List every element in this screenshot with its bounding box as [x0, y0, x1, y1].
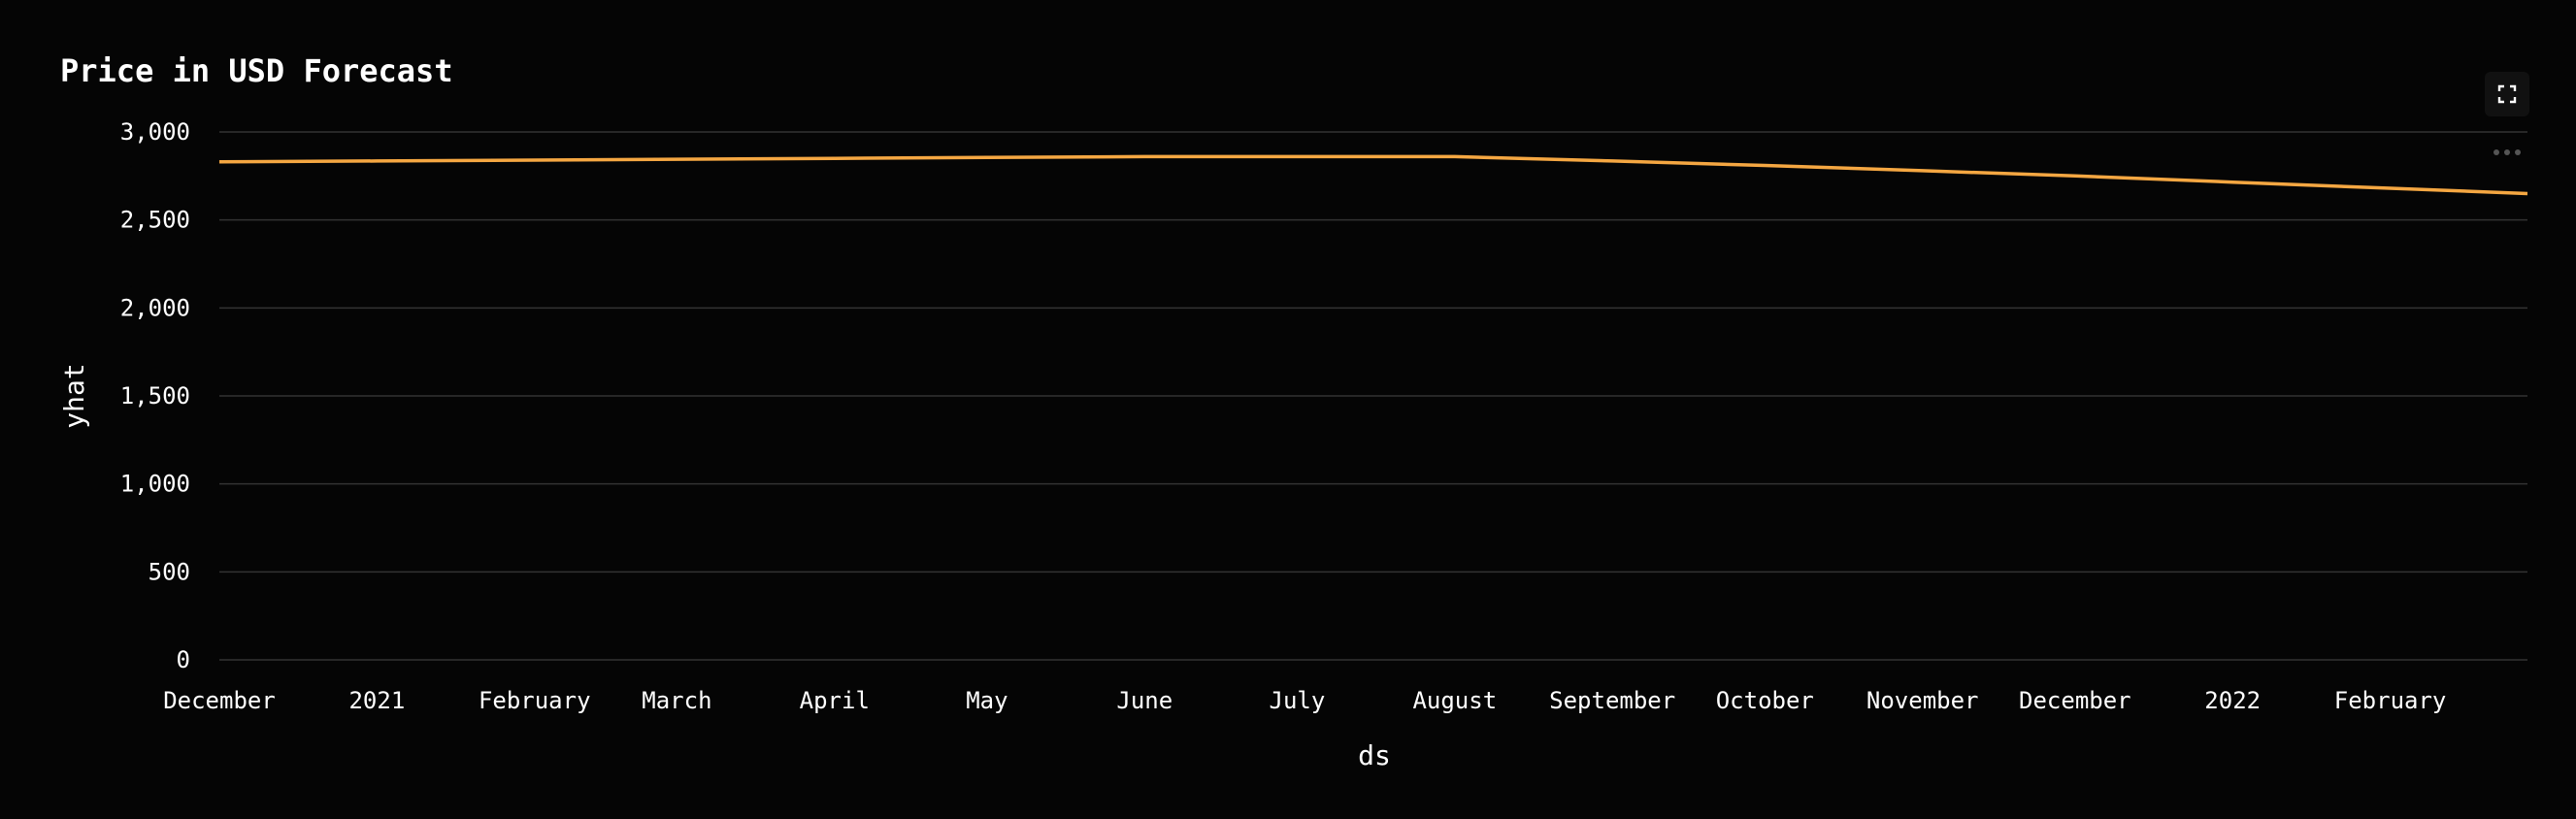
chart-title: Price in USD Forecast — [60, 52, 453, 89]
x-tick-label: 2021 — [348, 687, 405, 714]
x-tick-label: May — [966, 687, 1007, 714]
fullscreen-icon — [2497, 84, 2517, 104]
x-tick-label: July — [1270, 687, 1326, 714]
x-tick-label: February — [479, 687, 591, 714]
x-tick-label: June — [1116, 687, 1172, 714]
y-tick-label: 3,000 — [120, 118, 190, 146]
y-tick-label: 2,000 — [120, 294, 190, 321]
x-tick-label: December — [163, 687, 276, 714]
x-tick-label: December — [2019, 687, 2131, 714]
x-tick-label: November — [1866, 687, 1979, 714]
y-tick-label: 0 — [177, 646, 190, 673]
more-options-button[interactable] — [2491, 140, 2524, 165]
series-layer — [218, 154, 2528, 196]
x-tick-label: March — [642, 687, 711, 714]
y-tick-label: 1,000 — [120, 471, 190, 498]
x-tick-label: October — [1716, 687, 1814, 714]
x-tick-label: April — [800, 687, 870, 714]
series-line — [218, 154, 2528, 196]
x-tick-label: August — [1412, 687, 1497, 714]
fullscreen-button[interactable] — [2485, 72, 2529, 116]
y-axis-title: yhat — [58, 363, 90, 428]
x-tick-label: September — [1549, 687, 1675, 714]
x-tick-label: February — [2334, 687, 2447, 714]
x-axis-ticks: December 2021 February March April May June Jul… — [163, 687, 2446, 714]
x-tick-label: 2022 — [2204, 687, 2261, 714]
y-tick-label: 500 — [149, 558, 190, 585]
more-options-icon — [2493, 149, 2521, 155]
y-axis-ticks: 0 500 1,000 1,500 2,000 2,500 3,000 — [120, 118, 190, 673]
grid-lines — [219, 131, 2527, 661]
y-tick-label: 2,500 — [120, 207, 190, 234]
y-tick-label: 1,500 — [120, 382, 190, 410]
x-axis-title: ds — [1358, 739, 1391, 771]
